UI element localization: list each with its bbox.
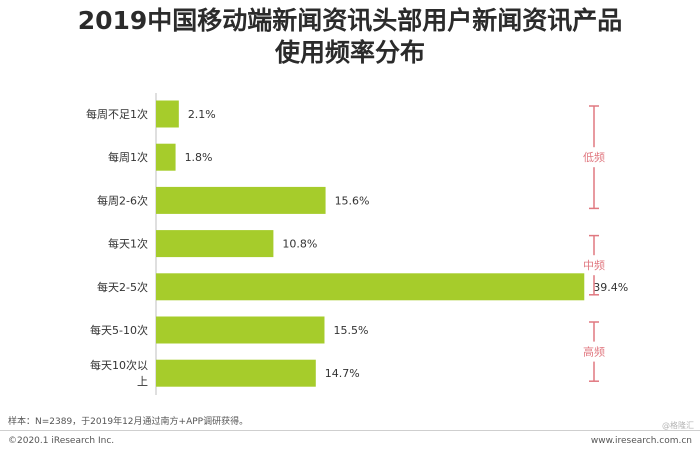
watermark: @格隆汇 bbox=[662, 421, 694, 430]
data-label-2: 1.8% bbox=[185, 151, 213, 164]
group-label-1: 低频 bbox=[583, 150, 605, 164]
bar-1 bbox=[156, 100, 179, 128]
bar-6 bbox=[156, 316, 325, 344]
bar-2 bbox=[156, 143, 176, 171]
chart-title-line1: 2019中国移动端新闻资讯头部用户新闻资讯产品 bbox=[77, 6, 623, 35]
category-label-7-line1: 每天10次以 bbox=[90, 358, 148, 372]
sample-note: 样本：N=2389，于2019年12月通过南方+APP调研获得。 bbox=[8, 417, 249, 427]
data-label-4: 10.8% bbox=[282, 238, 317, 251]
category-label-7-line2: 上 bbox=[137, 375, 148, 388]
category-label-1: 每周不足1次 bbox=[86, 107, 148, 121]
copyright: ©2020.1 iResearch Inc. bbox=[8, 436, 115, 446]
category-label-5: 每天2-5次 bbox=[97, 280, 148, 294]
category-label-3: 每周2-6次 bbox=[97, 193, 148, 207]
bar-3 bbox=[156, 186, 326, 214]
data-label-3: 15.6% bbox=[335, 194, 370, 207]
data-label-5: 39.4% bbox=[593, 281, 628, 294]
group-label-2: 中频 bbox=[583, 258, 605, 272]
chart-title-line2: 使用频率分布 bbox=[274, 38, 425, 67]
category-label-6: 每天5-10次 bbox=[90, 323, 148, 337]
category-label-4: 每天1次 bbox=[108, 237, 148, 251]
bar-5 bbox=[156, 273, 585, 301]
data-label-1: 2.1% bbox=[188, 108, 216, 121]
data-label-6: 15.5% bbox=[333, 324, 368, 337]
category-label-2: 每周1次 bbox=[108, 150, 148, 164]
source-url: www.iresearch.com.cn bbox=[590, 436, 692, 446]
group-label-3: 高频 bbox=[583, 345, 605, 359]
bar-7 bbox=[156, 359, 316, 387]
footer-divider bbox=[0, 430, 700, 431]
bar-4 bbox=[156, 230, 274, 258]
data-label-7: 14.7% bbox=[325, 367, 360, 380]
